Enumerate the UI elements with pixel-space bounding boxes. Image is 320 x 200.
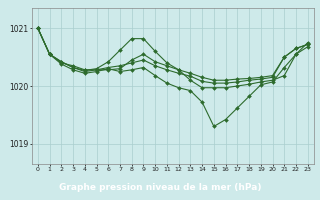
Text: Graphe pression niveau de la mer (hPa): Graphe pression niveau de la mer (hPa) [59, 183, 261, 192]
